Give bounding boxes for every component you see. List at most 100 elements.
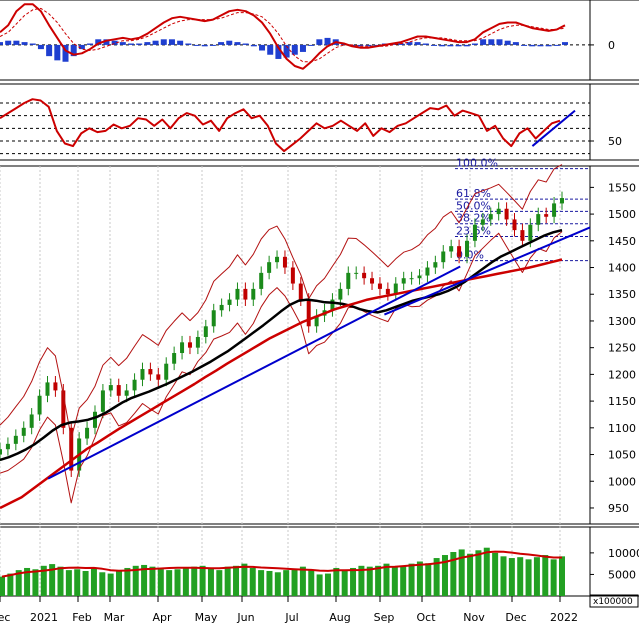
candle-body-6 bbox=[45, 382, 50, 396]
macd-hist-bar-25 bbox=[201, 44, 208, 47]
price-ytick-label-11: 1500 bbox=[608, 208, 636, 221]
candle-body-58 bbox=[457, 246, 462, 257]
volume-bar-31 bbox=[258, 570, 265, 596]
candle-body-15 bbox=[116, 385, 121, 396]
candle-body-63 bbox=[496, 208, 501, 215]
price-overlay-1 bbox=[0, 258, 563, 510]
price-ytick-label-3: 1100 bbox=[608, 422, 636, 435]
macd-hist-bar-31 bbox=[250, 44, 257, 47]
macd-hist-bar-26 bbox=[209, 44, 216, 46]
candle-body-2 bbox=[13, 435, 18, 444]
macd-hist-bar-38 bbox=[308, 44, 315, 46]
price-ytick-label-5: 1200 bbox=[608, 368, 636, 381]
candle-body-55 bbox=[433, 262, 438, 268]
macd-panel bbox=[0, 3, 590, 70]
price-ytick-label-10: 1450 bbox=[608, 235, 636, 248]
candle-body-54 bbox=[425, 267, 430, 276]
volume-bar-27 bbox=[224, 566, 231, 596]
volume-bar-12 bbox=[99, 572, 106, 596]
candle-body-70 bbox=[552, 203, 557, 217]
volume-bar-61 bbox=[508, 558, 515, 596]
volume-bar-34 bbox=[283, 570, 290, 596]
volume-bar-21 bbox=[174, 569, 181, 596]
macd-hist-bar-7 bbox=[54, 44, 61, 61]
volume-bar-18 bbox=[149, 566, 156, 596]
x-tick-label-12: Dec bbox=[505, 611, 526, 624]
volume-bar-41 bbox=[341, 570, 348, 596]
macd-hist-bar-34 bbox=[275, 44, 282, 59]
candle-body-61 bbox=[480, 219, 485, 225]
volume-bar-13 bbox=[107, 573, 114, 596]
x-tick-label-7: Jul bbox=[284, 611, 298, 624]
candle-body-12 bbox=[92, 411, 97, 428]
candle-body-38 bbox=[298, 283, 303, 300]
candle-body-35 bbox=[275, 256, 280, 263]
volume-bar-42 bbox=[350, 567, 357, 596]
price-overlay-0 bbox=[0, 228, 563, 462]
volume-bar-2 bbox=[15, 570, 22, 596]
x-tick-label-13: 2022 bbox=[550, 611, 578, 624]
candle-body-13 bbox=[100, 390, 105, 412]
macd-hist-bar-32 bbox=[259, 44, 266, 51]
volume-bar-65 bbox=[542, 555, 549, 596]
macd-hist-bar-1 bbox=[5, 40, 12, 45]
candle-body-23 bbox=[180, 342, 185, 354]
macd-hist-bar-28 bbox=[226, 40, 233, 45]
candle-body-52 bbox=[409, 278, 414, 280]
volume-ytick-label-1: 10000 bbox=[608, 547, 639, 560]
macd-hist-bar-15 bbox=[119, 42, 126, 45]
volume-bar-54 bbox=[450, 552, 457, 596]
volume-bar-23 bbox=[191, 566, 198, 596]
price-trendline-2 bbox=[47, 265, 461, 480]
volume-bar-48 bbox=[400, 565, 407, 596]
x-tick-label-3: Mar bbox=[104, 611, 125, 624]
candle-body-28 bbox=[219, 304, 224, 311]
price-ytick-label-12: 1550 bbox=[608, 181, 636, 194]
candle-body-67 bbox=[528, 224, 533, 241]
volume-bar-14 bbox=[116, 570, 123, 596]
volume-bar-58 bbox=[483, 547, 490, 596]
volume-bar-66 bbox=[550, 559, 557, 596]
volume-bar-25 bbox=[207, 567, 214, 596]
rsi-trendline-1 bbox=[531, 109, 576, 147]
candle-body-17 bbox=[132, 379, 137, 391]
candle-body-60 bbox=[472, 224, 477, 241]
band-upper bbox=[0, 164, 563, 439]
candle-body-32 bbox=[251, 288, 256, 300]
candle-body-34 bbox=[267, 262, 272, 273]
macd-hist-bar-60 bbox=[488, 39, 495, 45]
macd-hist-bar-17 bbox=[136, 43, 143, 45]
macd-hist-bar-24 bbox=[193, 44, 200, 46]
candle-body-51 bbox=[401, 278, 406, 284]
candle-body-43 bbox=[338, 288, 343, 300]
volume-bar-29 bbox=[241, 563, 248, 596]
candle-body-68 bbox=[536, 214, 541, 225]
price-ytick-label-9: 1400 bbox=[608, 262, 636, 275]
volume-bar-51 bbox=[425, 563, 432, 596]
macd-hist-bar-0 bbox=[0, 42, 3, 45]
macd-hist-bar-59 bbox=[480, 39, 487, 45]
volume-bar-62 bbox=[517, 557, 524, 596]
candle-body-65 bbox=[512, 219, 517, 231]
candle-body-11 bbox=[85, 427, 90, 439]
candle-body-57 bbox=[449, 246, 454, 252]
x-tick-label-8: Aug bbox=[329, 611, 350, 624]
volume-unit-label: x100000 bbox=[593, 597, 633, 607]
panel-frames bbox=[0, 0, 639, 597]
macd-hist-bar-33 bbox=[267, 44, 274, 55]
macd-hist-bar-53 bbox=[430, 44, 437, 46]
candle-body-1 bbox=[5, 443, 10, 450]
candle-body-45 bbox=[354, 272, 359, 274]
candle-body-19 bbox=[148, 369, 153, 375]
volume-unit-box bbox=[589, 594, 639, 608]
price-ytick-label-6: 1250 bbox=[608, 342, 636, 355]
candle-body-66 bbox=[520, 230, 525, 241]
volume-bar-0 bbox=[0, 576, 5, 596]
macd-hist-bar-49 bbox=[398, 43, 405, 45]
candle-body-71 bbox=[560, 198, 564, 204]
macd-hist-bar-65 bbox=[529, 44, 536, 47]
x-tick-label-1: 2021 bbox=[30, 611, 58, 624]
candle-body-42 bbox=[330, 299, 335, 311]
macd-hist-bar-64 bbox=[521, 44, 528, 46]
